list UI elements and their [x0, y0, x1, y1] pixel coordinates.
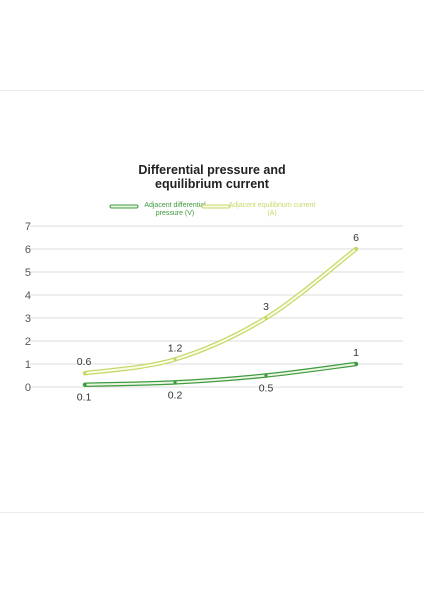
legend-label: Adjacent equilibrium current	[229, 202, 316, 209]
legend-label: pressure (V)	[156, 210, 195, 217]
data-label: 0.5	[259, 383, 274, 395]
data-label: 1.2	[168, 342, 183, 354]
data-labels: 0.1 0.2 0.5 1 0.6 1.2 3 6	[77, 232, 359, 404]
legend-swatch	[201, 204, 231, 209]
chart-card	[0, 90, 424, 513]
y-tick-label: 0	[25, 382, 31, 394]
chart-title-line2: equilibrium current	[155, 177, 269, 191]
y-tick-label: 7	[25, 221, 31, 233]
data-point	[83, 383, 87, 387]
gridlines	[30, 225, 403, 388]
legend-label: Adjacent differential	[144, 202, 206, 209]
y-axis: 0 1 2 3 4 5 6 7	[25, 221, 31, 394]
data-point	[173, 380, 177, 384]
series-line	[84, 363, 357, 386]
y-tick-label: 3	[25, 313, 31, 325]
data-label: 3	[263, 301, 269, 313]
data-label: 0.2	[168, 389, 183, 401]
y-tick-label: 4	[25, 290, 31, 302]
y-tick-label: 1	[25, 359, 31, 371]
y-tick-label: 2	[25, 336, 31, 348]
data-point	[354, 247, 358, 251]
y-tick-label: 6	[25, 244, 31, 256]
series-line	[84, 248, 357, 375]
series-line-outline	[82, 246, 359, 376]
data-label: 6	[353, 232, 359, 244]
y-tick-label: 5	[25, 267, 31, 279]
series-lines	[82, 246, 359, 387]
data-label: 0.1	[77, 392, 92, 404]
data-label: 1	[353, 347, 359, 359]
legend-label: (A)	[267, 210, 276, 217]
legend-swatch	[109, 204, 139, 209]
data-label: 0.6	[77, 356, 92, 368]
data-point	[354, 362, 358, 366]
data-point	[264, 316, 268, 320]
data-point	[173, 357, 177, 361]
data-point	[83, 371, 87, 375]
data-point	[264, 373, 268, 378]
chart-title-line1: Differential pressure and	[138, 163, 286, 177]
